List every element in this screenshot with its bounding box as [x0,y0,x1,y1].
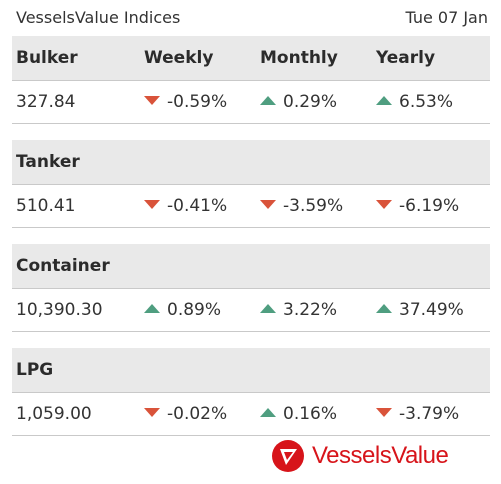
monthly-change: -3.59% [260,196,343,216]
index-name: LPG [16,360,54,380]
triangle-down-icon [144,95,160,105]
yearly-column-label: Yearly [376,48,436,68]
vesselsvalue-logo-icon [272,440,304,472]
index-name: Bulker [16,48,78,68]
section-header: Container [12,244,490,289]
yearly-change: -3.79% [376,404,459,424]
weekly-column-label: Weekly [144,48,214,68]
triangle-up-icon [260,303,276,313]
widget-header: VesselsValue Indices Tue 07 Jan [12,6,488,30]
weekly-change: -0.59% [144,92,227,112]
widget-title: VesselsValue Indices [16,8,181,27]
monthly-change: 0.29% [260,92,337,112]
triangle-down-icon [376,199,392,209]
section-header: Tanker [12,140,490,185]
yearly-change-text: 6.53% [399,92,454,112]
weekly-change-text: -0.02% [167,404,228,424]
section-header: Bulker Weekly Monthly Yearly [12,36,490,81]
yearly-change: -6.19% [376,196,459,216]
section-header: LPG [12,348,490,393]
monthly-column-label: Monthly [260,48,338,68]
triangle-down-icon [260,199,276,209]
index-row: 510.41 -0.41% -3.59% -6.19% [12,185,490,228]
yearly-change: 6.53% [376,92,453,112]
weekly-change: 0.89% [144,300,221,320]
index-section-bulker: Bulker Weekly Monthly Yearly 327.84 -0.5… [12,36,490,124]
triangle-down-icon [144,199,160,209]
index-row: 10,390.30 0.89% 3.22% 37.49% [12,289,490,332]
triangle-up-icon [144,303,160,313]
monthly-change: 0.16% [260,404,337,424]
yearly-change-text: -6.19% [399,196,460,216]
triangle-down-icon [144,407,160,417]
widget-date: Tue 07 Jan [405,8,488,27]
index-name: Container [16,256,110,276]
monthly-change-text: 0.29% [283,92,338,112]
index-name: Tanker [16,152,80,172]
index-value: 1,059.00 [16,404,92,424]
logo-text: VesselsValue [312,442,449,469]
index-value: 510.41 [16,196,76,216]
yearly-change-text: 37.49% [399,300,464,320]
triangle-up-icon [260,95,276,105]
monthly-change-text: 0.16% [283,404,338,424]
triangle-up-icon [260,407,276,417]
monthly-change: 3.22% [260,300,337,320]
index-value: 327.84 [16,92,76,112]
triangle-down-icon [376,407,392,417]
vesselsvalue-logo-link[interactable]: VesselsValue [272,440,472,474]
index-section-container: Container 10,390.30 0.89% 3.22% 37.49% [12,244,490,332]
index-row: 1,059.00 -0.02% 0.16% -3.79% [12,393,490,436]
monthly-change-text: 3.22% [283,300,338,320]
index-row: 327.84 -0.59% 0.29% 6.53% [12,81,490,124]
monthly-change-text: -3.59% [283,196,344,216]
weekly-change: -0.02% [144,404,227,424]
weekly-change-text: -0.59% [167,92,228,112]
weekly-change: -0.41% [144,196,227,216]
triangle-up-icon [376,303,392,313]
index-section-lpg: LPG 1,059.00 -0.02% 0.16% -3.79% [12,348,490,436]
triangle-up-icon [376,95,392,105]
weekly-change-text: 0.89% [167,300,222,320]
yearly-change-text: -3.79% [399,404,460,424]
yearly-change: 37.49% [376,300,464,320]
index-section-tanker: Tanker 510.41 -0.41% -3.59% -6.19% [12,140,490,228]
index-value: 10,390.30 [16,300,103,320]
weekly-change-text: -0.41% [167,196,228,216]
